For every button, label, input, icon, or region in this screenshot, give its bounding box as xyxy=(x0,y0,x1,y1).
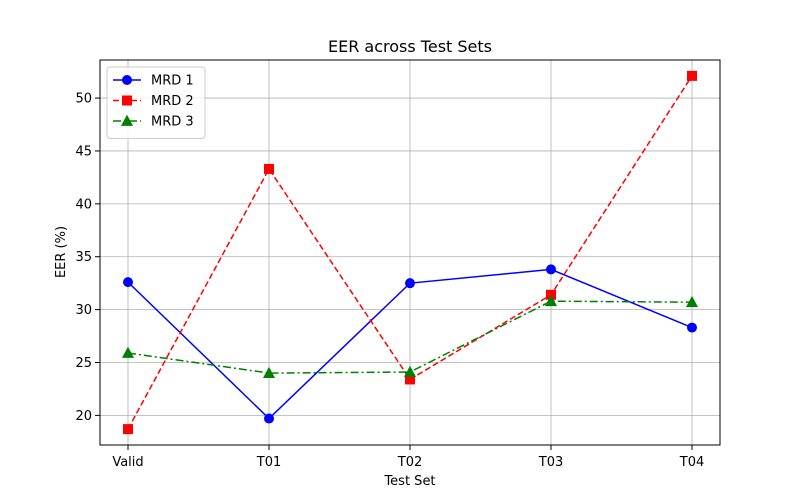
y-tick-label: 50 xyxy=(75,92,92,107)
legend-label-mrd-1: MRD 1 xyxy=(151,74,194,89)
x-tick-label: T02 xyxy=(397,455,422,470)
mrd-1-point xyxy=(405,278,415,289)
y-tick-label: 45 xyxy=(75,144,92,159)
x-tick-label: Valid xyxy=(112,455,143,470)
mrd-1-point xyxy=(264,413,274,424)
legend-marker-mrd-3 xyxy=(120,114,134,126)
mrd-2-point xyxy=(123,424,133,435)
mrd-2-point xyxy=(687,70,697,81)
mrd-3-point xyxy=(685,295,699,308)
y-tick-label: 30 xyxy=(75,303,92,318)
mrd-1-point xyxy=(546,264,556,275)
mrd-3-point xyxy=(544,294,558,307)
mrd-3-point xyxy=(403,365,417,377)
x-tick-label: T04 xyxy=(679,455,704,470)
y-axis-label: EER (%) xyxy=(54,226,69,278)
y-tick-label: 40 xyxy=(75,197,92,212)
y-tick-label: 25 xyxy=(75,356,92,371)
axis-ticks: Valid T01 T02 T03 T04 20 25 30 35 40 45 50 xyxy=(75,92,704,470)
mrd-1-point xyxy=(687,322,697,333)
legend-marker-mrd-2 xyxy=(122,95,132,106)
mrd-2-series xyxy=(123,70,697,435)
mrd-3-series xyxy=(121,294,699,378)
x-axis-label: Test Set xyxy=(383,474,435,489)
y-tick-label: 20 xyxy=(75,409,92,424)
mrd-3-point xyxy=(121,346,135,358)
legend-label-mrd-3: MRD 3 xyxy=(151,115,194,130)
mrd-1-point xyxy=(123,277,133,288)
chart-title: EER across Test Sets xyxy=(328,37,492,56)
legend-marker-mrd-1 xyxy=(122,75,132,85)
legend: MRD 1 MRD 2 MRD 3 xyxy=(106,66,206,139)
mrd-2-point xyxy=(264,163,274,174)
series-group xyxy=(121,70,699,435)
x-tick-label: T01 xyxy=(256,455,281,470)
mrd-3-point xyxy=(262,366,276,378)
mrd-1-series xyxy=(123,264,697,424)
x-tick-label: T03 xyxy=(538,455,563,470)
y-tick-label: 35 xyxy=(75,250,92,265)
legend-label-mrd-2: MRD 2 xyxy=(151,94,194,109)
